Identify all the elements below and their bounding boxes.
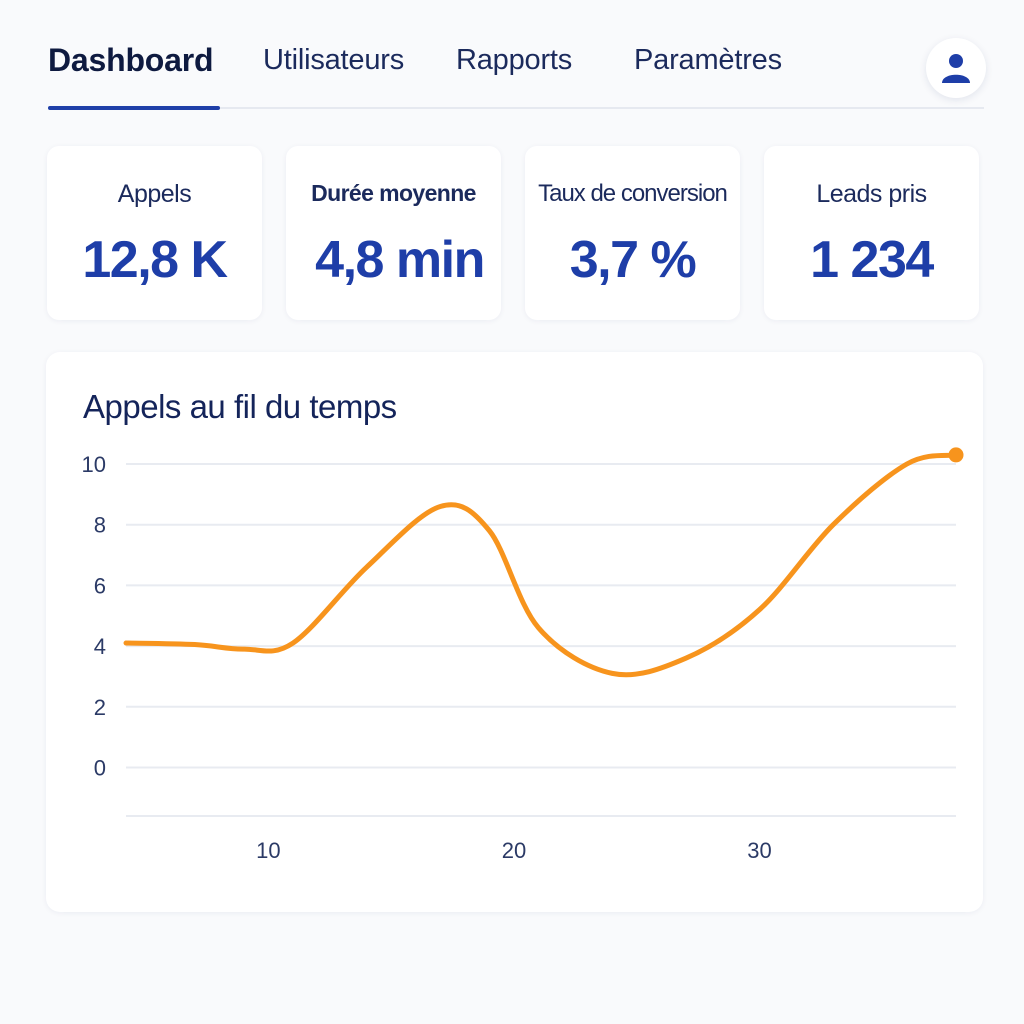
y-tick-label: 10 <box>82 452 106 477</box>
avatar-button[interactable] <box>926 38 986 98</box>
kpi-value: 1 234 <box>810 231 934 289</box>
y-tick-label: 2 <box>94 695 106 720</box>
kpi-value: 3,7 % <box>569 231 697 289</box>
x-tick-label: 30 <box>747 838 771 863</box>
line-chart: 0 2 4 6 8 10 10 20 30 <box>82 447 964 863</box>
chart-card: Appels au fil du temps 0 2 4 6 8 10 10 20 30 <box>46 352 983 912</box>
tab-rapports[interactable]: Rapports <box>456 44 573 76</box>
kpi-card-taux: Taux de conversion 3,7 % <box>525 146 740 320</box>
x-tick-label: 20 <box>502 838 526 863</box>
series-line <box>123 452 959 678</box>
chart-title: Appels au fil du temps <box>83 388 397 425</box>
kpi-card-appels: Appels 12,8 K <box>47 146 262 320</box>
y-tick-label: 4 <box>94 634 106 659</box>
top-nav: Dashboard Utilisateurs Rapports Paramètr… <box>48 0 986 110</box>
kpi-label: Taux de conversion <box>538 180 728 207</box>
tab-parametres[interactable]: Paramètres <box>634 44 782 76</box>
x-tick-label: 10 <box>256 838 280 863</box>
kpi-value: 4,8 min <box>315 231 485 289</box>
tab-utilisateurs[interactable]: Utilisateurs <box>263 44 405 76</box>
user-icon <box>942 54 970 83</box>
kpi-label: Appels <box>117 180 192 208</box>
data-point <box>948 447 964 463</box>
tab-dashboard[interactable]: Dashboard <box>48 42 214 78</box>
kpi-card-duree: Durée moyenne 4,8 min <box>286 146 501 320</box>
active-tab-indicator <box>48 106 220 110</box>
kpi-label: Durée moyenne <box>311 180 476 206</box>
nav-divider <box>48 107 984 109</box>
kpi-label: Leads pris <box>816 180 927 208</box>
y-tick-label: 6 <box>94 573 106 598</box>
kpi-card-leads: Leads pris 1 234 <box>764 146 979 320</box>
y-tick-label: 8 <box>94 513 106 538</box>
kpi-value: 12,8 K <box>82 231 228 289</box>
y-tick-label: 0 <box>94 755 106 780</box>
